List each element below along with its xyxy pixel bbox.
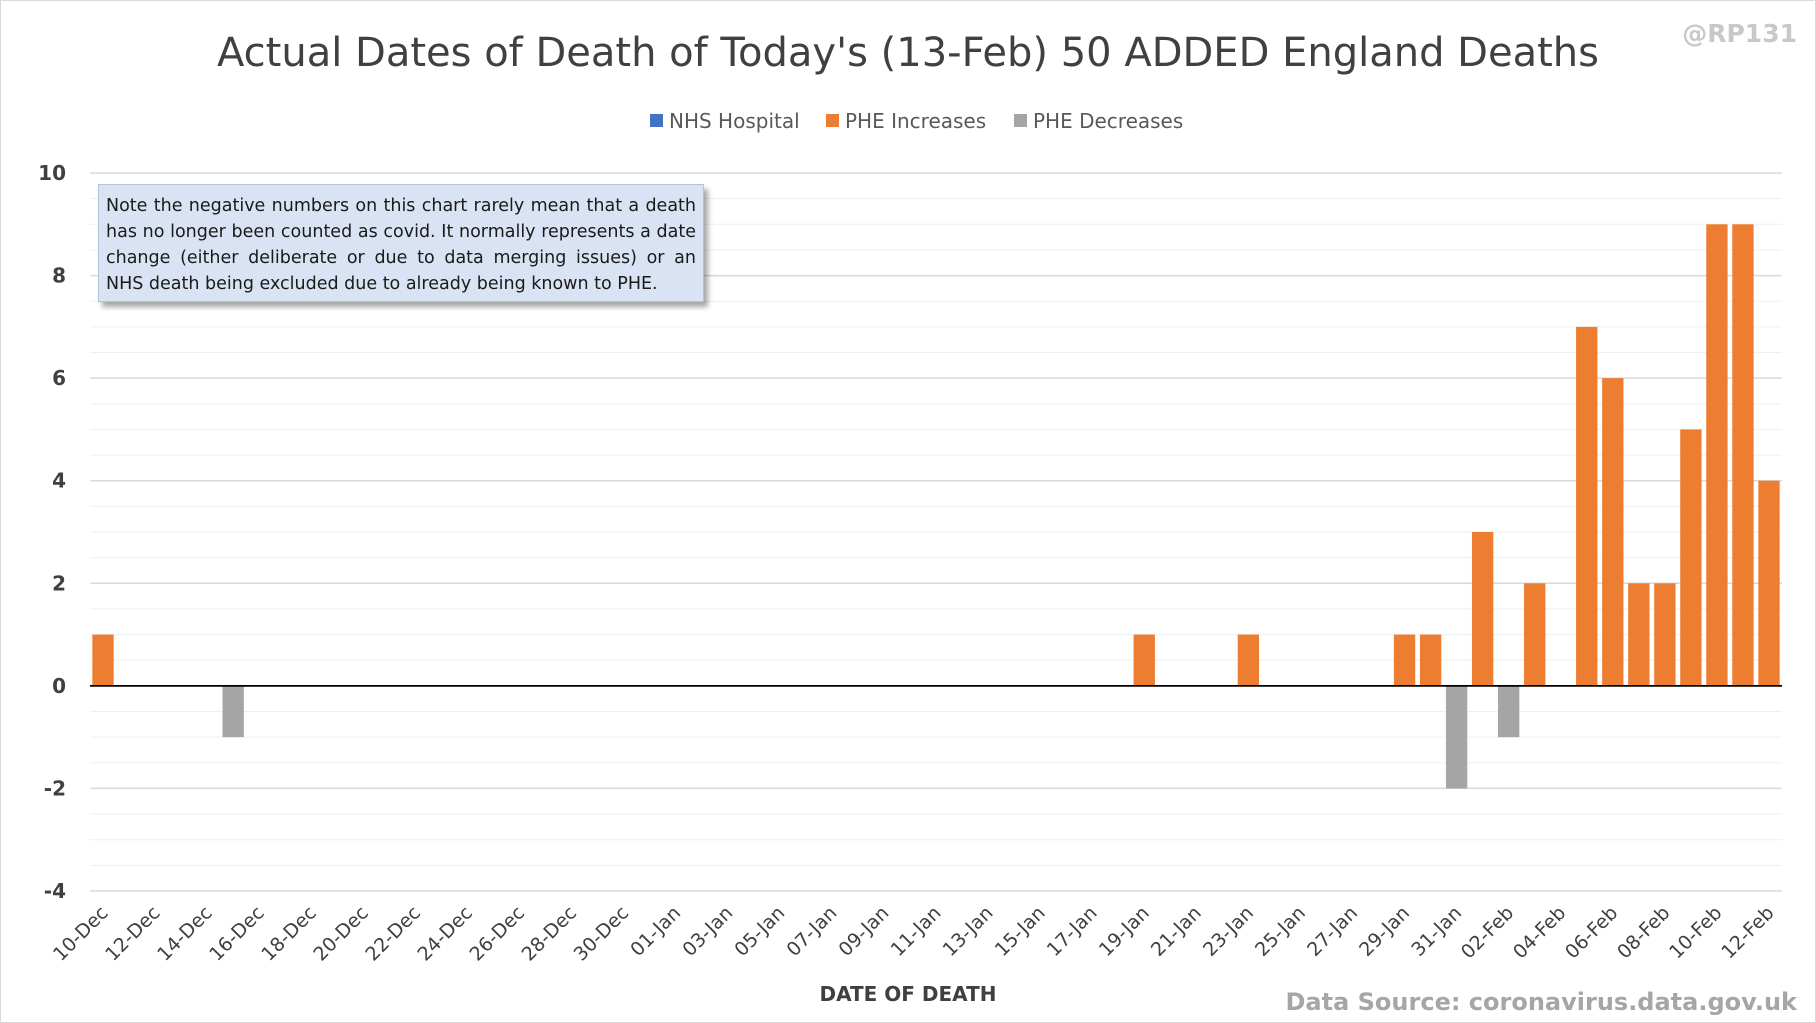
chart-title: Actual Dates of Death of Today's (13-Feb… xyxy=(217,30,1599,76)
bar-phe-increases xyxy=(1471,532,1494,686)
bar-phe-decreases xyxy=(1445,685,1468,789)
legend-swatch xyxy=(650,114,663,127)
y-tick-label: 4 xyxy=(52,469,66,493)
legend-swatch xyxy=(1014,114,1027,127)
bars xyxy=(92,224,1780,789)
bar-phe-decreases xyxy=(1498,685,1520,738)
author-handle: @RP131 xyxy=(1682,19,1797,48)
legend-label: PHE Decreases xyxy=(1033,109,1183,133)
y-tick-label: -4 xyxy=(44,879,66,903)
y-tick-label: 2 xyxy=(52,571,66,595)
bar-phe-increases xyxy=(92,634,114,686)
y-tick-label: 8 xyxy=(52,264,66,288)
y-tick-label: 6 xyxy=(52,366,66,390)
y-tick-label: 10 xyxy=(38,161,66,185)
y-tick-label: -2 xyxy=(44,776,66,800)
bar-phe-increases xyxy=(1237,634,1260,686)
legend-label: NHS Hospital xyxy=(669,109,800,133)
gridlines xyxy=(90,172,1782,892)
bar-phe-increases xyxy=(1419,634,1442,686)
y-tick-label: 0 xyxy=(52,674,66,698)
bar-phe-decreases xyxy=(222,685,244,738)
x-axis-label: DATE OF DEATH xyxy=(820,982,997,1006)
bar-phe-increases xyxy=(1732,224,1754,686)
bar-phe-increases xyxy=(1654,583,1676,686)
legend: NHS Hospital PHE Increases PHE Decreases xyxy=(650,109,1183,133)
legend-label: PHE Increases xyxy=(845,109,986,133)
bar-phe-increases xyxy=(1524,583,1546,686)
note-box: Note the negative numbers on this chart … xyxy=(98,184,704,302)
bar-phe-increases xyxy=(1758,480,1780,686)
bar-phe-increases xyxy=(1393,634,1416,686)
bar-phe-increases xyxy=(1680,429,1702,686)
bar-phe-increases xyxy=(1706,224,1728,686)
bar-phe-increases xyxy=(1576,326,1598,686)
legend-swatch xyxy=(826,114,839,127)
bar-phe-increases xyxy=(1628,583,1650,686)
bar-phe-increases xyxy=(1602,378,1624,686)
y-axis-ticks: -4 -2 0 2 4 6 8 10 xyxy=(38,161,66,903)
bar-phe-increases xyxy=(1133,634,1155,686)
data-source: Data Source: coronavirus.data.gov.uk xyxy=(1286,988,1799,1016)
